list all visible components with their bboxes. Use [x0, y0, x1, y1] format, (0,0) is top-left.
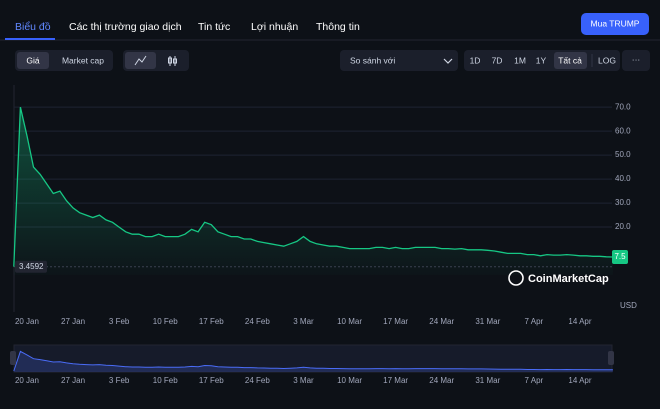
price-line [13, 107, 613, 267]
plot: 20.0 30.0 40.0 50.0 60.0 70.0 20 Jan 20 Jan 27 J… [13, 102, 631, 385]
dropdown-chevron [443, 58, 453, 64]
buy-button[interactable] [581, 13, 649, 35]
navigator-handle[interactable] [10, 351, 16, 365]
range-button[interactable]: Tất cả [558, 55, 582, 65]
watermark: CoinMarketCap [528, 273, 609, 285]
navigator-handle[interactable] [608, 351, 614, 365]
x-tick-label: 31 Mar [475, 317, 500, 326]
navigator-tick-label: 27 Jan [61, 376, 85, 385]
compare-dropdown[interactable] [340, 50, 458, 71]
x-tick-label: 7 Apr [525, 317, 544, 326]
navigator-tick-label: 3 Mar [293, 376, 314, 385]
y-tick-label: 30.0 [615, 198, 631, 207]
x-tick-label: 10 Feb [153, 317, 178, 326]
navigator-tick-label: 20 Jan [15, 376, 39, 385]
navigator-tick-label: 14 Apr [568, 376, 591, 385]
navigator-tick-label: 7 Apr [525, 376, 544, 385]
navigator-tick-label: 10 Mar [337, 376, 362, 385]
x-tick-label: 17 Feb [199, 317, 224, 326]
y-tick-label: 70.0 [615, 102, 631, 111]
navigator-tick-label: 31 Mar [475, 376, 500, 385]
watermark-logo [508, 270, 524, 286]
y-tick-label: 60.0 [615, 126, 631, 135]
unit-label: USD [620, 301, 637, 310]
navigator-line [13, 350, 613, 372]
x-tick-label: 24 Mar [429, 317, 454, 326]
toggle[interactable]: Market cap [62, 55, 104, 65]
log-button[interactable]: LOG [598, 55, 616, 65]
toggle[interactable]: Giá [26, 55, 40, 65]
navigator-tick-label: 24 Feb [245, 376, 270, 385]
tab[interactable]: Biểu đồ [15, 21, 51, 33]
current-price-badge [612, 250, 628, 265]
buy-button-label[interactable]: Mua TRUMP [591, 18, 640, 28]
x-tick-label: 3 Feb [109, 317, 130, 326]
x-tick-label: 17 Mar [383, 317, 408, 326]
price-area [13, 107, 613, 275]
x-tick-label: 14 Apr [568, 317, 591, 326]
x-tick-label: 20 Jan [15, 317, 39, 326]
tab[interactable]: Thông tin [316, 21, 360, 33]
line-icon [134, 55, 147, 66]
navigator-tick-label: 3 Feb [109, 376, 130, 385]
range-button[interactable]: 1Y [536, 55, 547, 65]
y-tick-label: 50.0 [615, 150, 631, 159]
navigator-tick-label: 24 Mar [429, 376, 454, 385]
range-button[interactable]: 7D [492, 55, 503, 65]
x-tick-label: 24 Feb [245, 317, 270, 326]
x-tick-label: 3 Mar [293, 317, 314, 326]
active-tab-underline [5, 38, 55, 40]
y-tick-label: 40.0 [615, 174, 631, 183]
navigator-tick-label: 17 Feb [199, 376, 224, 385]
current-price-label: 7.5 [614, 252, 626, 261]
more-button[interactable]: ··· [632, 54, 641, 64]
navigator-tick-label: 10 Feb [153, 376, 178, 385]
range-button[interactable]: 1M [514, 55, 526, 65]
tab[interactable]: Các thị trường giao dịch [69, 21, 182, 33]
tab[interactable]: Tin tức [198, 21, 230, 33]
range-button[interactable]: 1D [470, 55, 481, 65]
toggle-active [17, 52, 49, 69]
start-price-label: 3.4592 [19, 262, 44, 271]
tab[interactable]: Lợi nhuận [251, 21, 298, 33]
candle-icon[interactable] [168, 56, 177, 66]
range-active [554, 52, 587, 69]
navigator-tick-label: 17 Mar [383, 376, 408, 385]
x-tick-label: 10 Mar [337, 317, 362, 326]
x-tick-label: 27 Jan [61, 317, 85, 326]
start-price-badge [15, 260, 47, 273]
y-tick-label: 20.0 [615, 222, 631, 231]
more-group [622, 50, 650, 71]
compare-label[interactable]: So sánh với [350, 55, 395, 65]
